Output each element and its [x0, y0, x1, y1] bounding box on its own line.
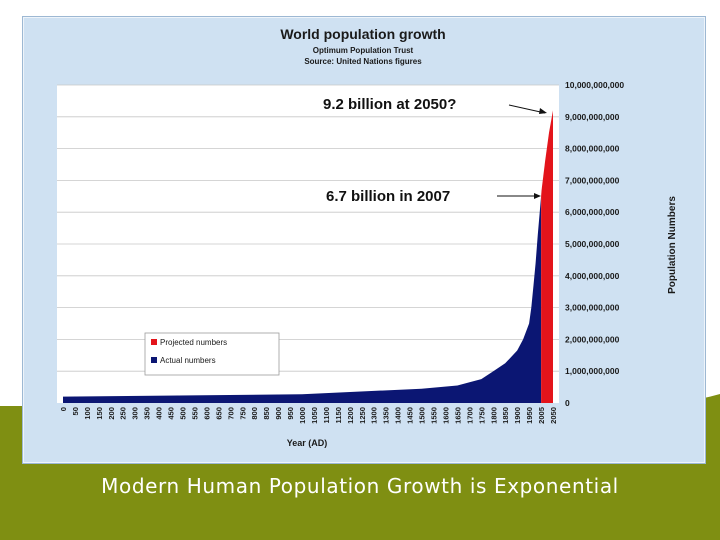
x-tick-label: 800 [250, 407, 259, 420]
x-tick-label: 900 [274, 407, 283, 420]
x-tick-label: 1400 [394, 407, 403, 424]
x-tick-label: 1750 [477, 407, 486, 424]
x-tick-label: 1350 [382, 407, 391, 424]
chart-subtitle-2: Source: United Nations figures [304, 57, 422, 66]
chart-subtitle-1: Optimum Population Trust [313, 46, 414, 55]
x-tick-label: 850 [262, 407, 271, 420]
x-tick-label: 100 [83, 407, 92, 420]
legend-label-projected: Projected numbers [160, 338, 227, 347]
x-tick-label: 1000 [298, 407, 307, 424]
x-tick-label: 150 [95, 407, 104, 420]
y-tick-label: 8,000,000,000 [565, 144, 620, 154]
x-tick-label: 2050 [549, 407, 558, 424]
legend-swatch-actual [151, 357, 157, 363]
legend-label-actual: Actual numbers [160, 356, 216, 365]
y-tick-label: 0 [565, 398, 570, 408]
title-group: World population growth Optimum Populati… [280, 26, 445, 66]
x-tick-label: 1050 [310, 407, 319, 424]
x-tick-label: 550 [190, 407, 199, 420]
x-tick-label: 1650 [453, 407, 462, 424]
y-axis-ticks: 0 1,000,000,000 2,000,000,000 3,000,000,000… [565, 80, 624, 408]
chart-title: World population growth [280, 26, 445, 42]
y-tick-label: 5,000,000,000 [565, 239, 620, 249]
x-axis-ticks: 0 50 100 150 200 250 300 350 400 450 500 550 600 650 7… [59, 406, 558, 424]
x-tick-label: 2005 [537, 406, 546, 424]
x-tick-label: 700 [226, 407, 235, 420]
x-axis-label: Year (AD) [287, 438, 328, 448]
x-tick-label: 1800 [489, 407, 498, 424]
annotation-2007: 6.7 billion in 2007 [326, 188, 541, 205]
legend-swatch-projected [151, 339, 157, 345]
x-tick-label: 1500 [418, 407, 427, 424]
annotation-2007-text: 6.7 billion in 2007 [326, 188, 450, 205]
series-area-actual [63, 196, 542, 403]
x-tick-label: 1300 [370, 407, 379, 424]
x-tick-label: 50 [71, 407, 80, 415]
legend-box [144, 332, 280, 376]
x-tick-label: 600 [202, 407, 211, 420]
x-tick-label: 500 [179, 407, 188, 420]
x-tick-label: 1200 [346, 407, 355, 424]
x-tick-label: 200 [107, 407, 116, 420]
x-tick-label: 750 [238, 407, 247, 420]
x-tick-label: 400 [155, 407, 164, 420]
x-tick-label: 1450 [406, 407, 415, 424]
slide-caption: Modern Human Population Growth is Expone… [101, 474, 619, 498]
y-tick-label: 10,000,000,000 [565, 80, 624, 90]
x-tick-label: 950 [286, 407, 295, 420]
y-axis-label: Population Numbers [667, 196, 678, 294]
x-tick-label: 300 [131, 407, 140, 420]
annotation-2050: 9.2 billion at 2050? [323, 96, 547, 114]
legend: Projected numbers Actual numbers [144, 332, 280, 376]
y-tick-label: 6,000,000,000 [565, 207, 620, 217]
x-tick-label: 250 [119, 407, 128, 420]
x-tick-label: 1150 [334, 407, 343, 423]
x-tick-label: 0 [59, 407, 68, 411]
y-tick-label: 3,000,000,000 [565, 303, 620, 313]
gridlines [57, 84, 559, 372]
x-tick-label: 1600 [441, 407, 450, 424]
x-tick-label: 1250 [358, 407, 367, 424]
x-tick-label: 650 [214, 407, 223, 420]
y-tick-label: 9,000,000,000 [565, 112, 620, 122]
x-tick-label: 1900 [513, 407, 522, 424]
x-tick-label: 1850 [501, 407, 510, 424]
y-tick-label: 7,000,000,000 [565, 175, 620, 185]
annotation-2050-arrowhead [539, 108, 547, 114]
x-tick-label: 450 [167, 407, 176, 420]
y-tick-label: 1,000,000,000 [565, 366, 620, 376]
annotation-2050-arrow [508, 104, 546, 114]
series-layer [63, 110, 553, 404]
y-tick-label: 4,000,000,000 [565, 271, 620, 281]
series-area-projected [541, 110, 553, 404]
annotation-2007-arrowhead [534, 193, 541, 199]
x-tick-label: 1950 [525, 407, 534, 424]
annotation-2050-text: 9.2 billion at 2050? [323, 96, 456, 113]
chart-frame: World population growth Optimum Populati… [22, 16, 706, 464]
x-tick-label: 1700 [465, 407, 474, 424]
x-tick-label: 1550 [430, 407, 439, 424]
y-tick-label: 2,000,000,000 [565, 334, 620, 344]
x-tick-label: 1100 [322, 407, 331, 423]
population-chart: World population growth Optimum Populati… [57, 26, 678, 448]
x-tick-label: 350 [143, 407, 152, 420]
